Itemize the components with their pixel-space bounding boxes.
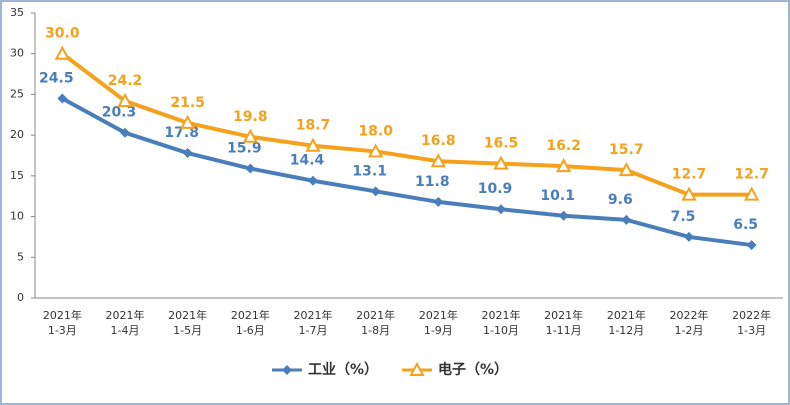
value-label: 12.7 bbox=[672, 167, 707, 183]
x-tick-label: 1-12月 bbox=[608, 324, 644, 337]
x-tick-label: 1-3月 bbox=[48, 324, 77, 337]
point bbox=[242, 128, 259, 143]
x-tick-label: 2022年 bbox=[732, 308, 771, 322]
value-label: 16.2 bbox=[546, 138, 581, 154]
point bbox=[684, 231, 694, 242]
value-label: 15.7 bbox=[609, 142, 644, 158]
point bbox=[282, 365, 292, 375]
value-label: 20.3 bbox=[102, 105, 137, 121]
point bbox=[179, 114, 196, 129]
y-tick-label: 30 bbox=[10, 47, 24, 60]
y-tick-label: 20 bbox=[10, 128, 24, 141]
point bbox=[681, 186, 697, 201]
x-tick-label: 1-9月 bbox=[424, 324, 453, 337]
x-tick-label: 2021年 bbox=[607, 308, 646, 322]
x-tick-label: 1-4月 bbox=[111, 324, 140, 337]
legend-label: 电子（%） bbox=[438, 361, 508, 378]
point bbox=[57, 93, 68, 104]
point bbox=[743, 186, 760, 201]
x-tick-label: 2021年 bbox=[43, 308, 82, 322]
series-line bbox=[61, 52, 752, 197]
y-tick-label: 15 bbox=[10, 169, 24, 182]
x-tick-label: 1-2月 bbox=[675, 324, 704, 337]
x-tick-label: 2021年 bbox=[482, 308, 521, 322]
point bbox=[117, 92, 133, 107]
point bbox=[430, 153, 447, 168]
x-tick-label: 2021年 bbox=[231, 308, 270, 322]
point bbox=[308, 175, 318, 186]
legend-label: 工业（%） bbox=[308, 362, 378, 378]
x-tick-label: 1-8月 bbox=[361, 324, 390, 337]
point bbox=[618, 162, 635, 177]
value-label: 15.9 bbox=[227, 141, 262, 157]
x-tick-label: 1-5月 bbox=[173, 324, 202, 337]
point bbox=[493, 155, 509, 170]
point bbox=[496, 204, 506, 215]
x-tick-label: 2021年 bbox=[106, 308, 145, 322]
point bbox=[305, 137, 321, 152]
value-label: 11.8 bbox=[415, 174, 450, 190]
point bbox=[245, 163, 256, 174]
value-label: 19.8 bbox=[233, 109, 268, 125]
value-label: 21.5 bbox=[170, 95, 205, 111]
y-tick-label: 25 bbox=[10, 87, 24, 100]
x-tick-label: 1-6月 bbox=[236, 324, 265, 337]
value-label: 10.1 bbox=[540, 188, 575, 204]
y-tick-label: 5 bbox=[17, 250, 24, 263]
point bbox=[555, 157, 572, 173]
value-label: 24.5 bbox=[39, 71, 74, 87]
point bbox=[746, 240, 757, 251]
x-tick-label: 1-7月 bbox=[299, 324, 328, 337]
value-label: 7.5 bbox=[671, 209, 696, 225]
x-tick-label: 2022年 bbox=[670, 308, 709, 322]
value-label: 17.8 bbox=[164, 125, 199, 141]
point bbox=[54, 45, 71, 60]
x-tick-label: 2021年 bbox=[419, 308, 458, 322]
value-label: 14.4 bbox=[290, 153, 325, 169]
x-tick-label: 1-11月 bbox=[546, 324, 582, 337]
point bbox=[370, 186, 381, 197]
y-tick-label: 35 bbox=[10, 6, 24, 19]
value-label: 16.5 bbox=[484, 136, 519, 152]
value-label: 18.0 bbox=[358, 123, 393, 139]
series-line bbox=[61, 96, 752, 248]
x-tick-label: 2021年 bbox=[356, 308, 395, 322]
value-label: 6.5 bbox=[733, 217, 758, 233]
point bbox=[433, 196, 444, 207]
y-tick-label: 0 bbox=[17, 291, 24, 304]
value-label: 10.9 bbox=[478, 181, 513, 197]
point bbox=[558, 210, 569, 221]
value-label: 13.1 bbox=[352, 163, 387, 179]
x-tick-label: 2021年 bbox=[294, 308, 333, 322]
point bbox=[621, 214, 632, 225]
value-label: 16.8 bbox=[421, 133, 456, 149]
point bbox=[409, 361, 425, 376]
y-tick-label: 10 bbox=[10, 210, 24, 223]
point bbox=[182, 148, 193, 159]
value-label: 9.6 bbox=[608, 192, 633, 208]
value-label: 18.7 bbox=[296, 118, 331, 134]
x-tick-label: 1-10月 bbox=[483, 324, 519, 337]
x-tick-label: 2021年 bbox=[168, 308, 207, 322]
value-label: 30.0 bbox=[45, 26, 80, 42]
x-tick-label: 1-3月 bbox=[737, 324, 766, 337]
point bbox=[120, 127, 130, 138]
value-label: 12.7 bbox=[734, 167, 769, 183]
value-label: 24.2 bbox=[108, 73, 143, 89]
point bbox=[367, 143, 384, 158]
x-tick-label: 2021年 bbox=[544, 308, 583, 322]
